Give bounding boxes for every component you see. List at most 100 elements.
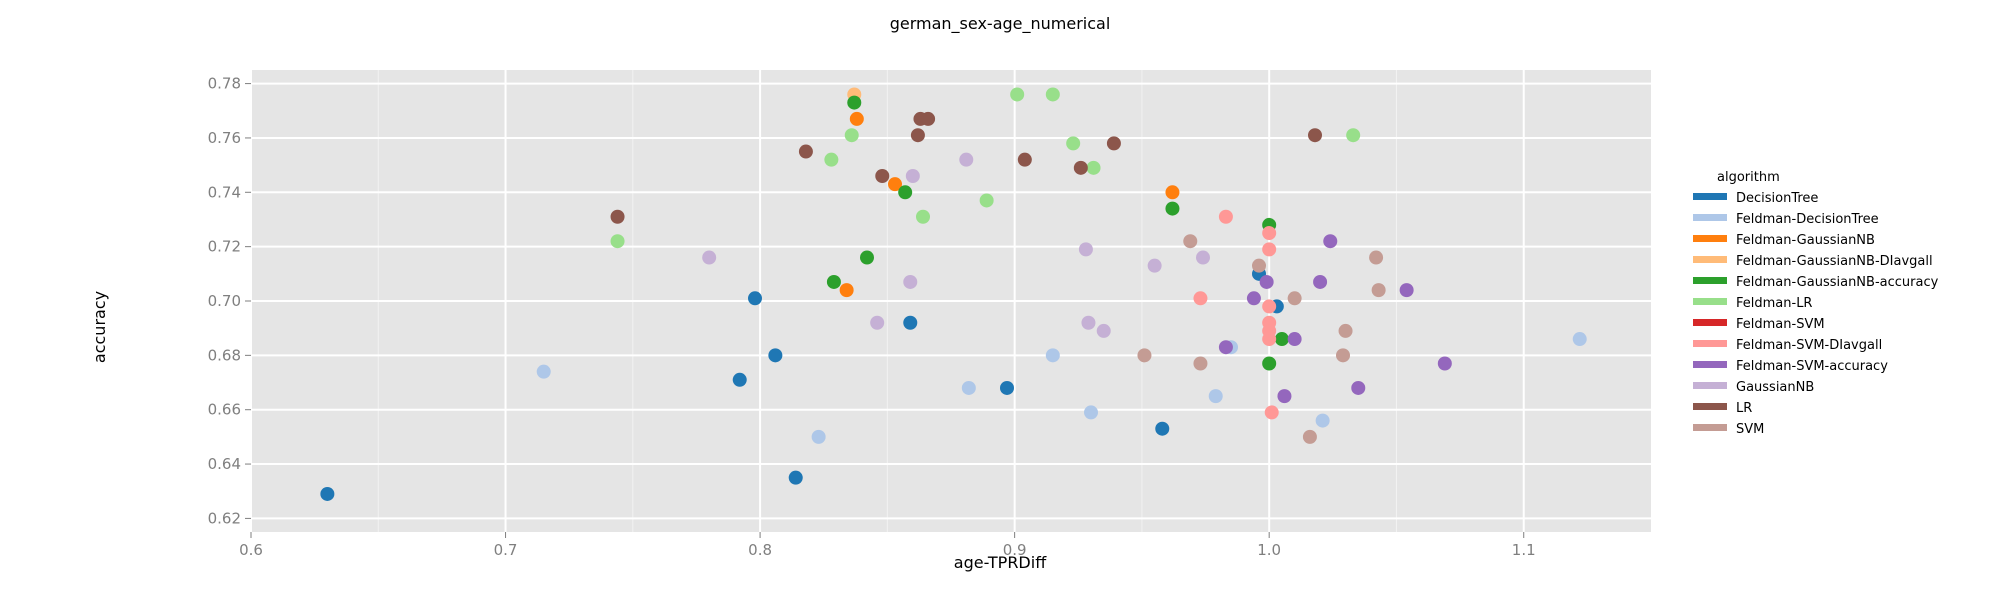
legend-label: Feldman-SVM (1736, 317, 1825, 332)
data-point (1165, 201, 1180, 216)
data-point (1264, 405, 1279, 420)
data-point (875, 168, 890, 183)
data-point (1277, 389, 1292, 404)
y-tick-label: 0.66 (208, 401, 241, 419)
data-point (1262, 332, 1277, 347)
data-point (849, 111, 864, 126)
data-point (1017, 152, 1032, 167)
data-point (1045, 87, 1060, 102)
data-point (1084, 405, 1098, 420)
legend-swatch (1693, 277, 1727, 284)
data-point (1183, 234, 1198, 249)
data-point (826, 274, 841, 289)
x-tick-label: 0.6 (239, 541, 263, 559)
legend-swatch (1693, 382, 1727, 389)
data-point (844, 128, 859, 143)
y-tick-label: 0.78 (208, 75, 241, 93)
data-point (1262, 356, 1277, 371)
legend-swatch (1693, 298, 1727, 305)
x-tick-label: 1.0 (1257, 541, 1281, 559)
data-point (1165, 185, 1180, 200)
legend-label: SVM (1736, 422, 1764, 437)
legend-swatch (1693, 193, 1727, 200)
legend-swatch (1693, 424, 1727, 431)
legend-label: Feldman-SVM-accuracy (1736, 359, 1888, 374)
data-point (1078, 242, 1093, 257)
axis-ticks: 0.6 0.7 0.8 0.9 1.0 1.1 0.62 0.64 0.66 0.68 0.70 0.… (208, 75, 1536, 559)
data-point (1066, 136, 1081, 151)
legend-label: Feldman-GaussianNB (1736, 233, 1875, 248)
legend-label: GaussianNB (1736, 380, 1814, 395)
data-point (860, 250, 874, 265)
legend-swatch (1693, 319, 1727, 326)
data-point (1208, 389, 1223, 404)
x-tick-label: 0.7 (494, 541, 518, 559)
data-point (1262, 299, 1277, 314)
data-point (898, 185, 913, 200)
data-point (1399, 283, 1414, 298)
legend-label: Feldman-DecisionTree (1736, 212, 1879, 227)
data-point (1437, 356, 1452, 371)
data-point (959, 152, 974, 167)
data-point (1196, 250, 1210, 265)
data-point (903, 274, 918, 289)
data-point (1155, 421, 1170, 436)
data-point (732, 372, 747, 387)
data-point (610, 234, 625, 249)
legend-swatch (1693, 256, 1727, 263)
data-point (1262, 226, 1277, 241)
data-point (610, 209, 625, 224)
data-point (1137, 348, 1152, 363)
data-point (903, 315, 918, 330)
data-point (1287, 291, 1302, 306)
y-tick-label: 0.64 (208, 455, 241, 473)
data-point (1274, 332, 1289, 347)
data-point (1073, 160, 1088, 175)
data-point (1000, 380, 1014, 395)
chart-title: german_sex-age_numerical (890, 14, 1111, 34)
x-tick-label: 0.8 (748, 541, 772, 559)
data-point (910, 128, 925, 143)
data-point (979, 193, 994, 208)
data-point (961, 380, 976, 395)
data-point (916, 209, 930, 224)
data-point (921, 111, 936, 126)
data-point (1193, 291, 1208, 306)
data-point (1287, 332, 1302, 347)
data-points (320, 87, 1587, 501)
data-point (847, 95, 862, 110)
data-point (768, 348, 783, 363)
y-tick-label: 0.74 (208, 183, 241, 201)
data-point (1147, 258, 1162, 273)
y-tick-label: 0.76 (208, 129, 241, 147)
x-tick-label: 0.9 (1003, 541, 1027, 559)
legend-label: LR (1736, 401, 1752, 416)
legend-label: Feldman-LR (1736, 296, 1812, 311)
legend-label: Feldman-GaussianNB-DIavgall (1736, 254, 1933, 269)
data-point (811, 429, 826, 444)
data-point (788, 470, 803, 485)
legend-swatch (1693, 361, 1727, 368)
data-point (1336, 348, 1350, 363)
legend: algorithm DecisionTree Feldman-DecisionTr… (1693, 170, 1939, 437)
data-point (1572, 332, 1587, 347)
data-point (320, 486, 335, 501)
data-point (1371, 283, 1386, 298)
data-point (1010, 87, 1025, 102)
data-point (1346, 128, 1361, 143)
y-tick-label: 0.72 (208, 238, 241, 256)
data-point (1193, 356, 1208, 371)
data-point (702, 250, 717, 265)
legend-swatch (1693, 403, 1727, 410)
legend-title: algorithm (1717, 170, 1780, 185)
legend-swatch (1693, 214, 1727, 221)
data-point (798, 144, 813, 159)
data-point (1262, 242, 1277, 257)
x-axis-label: age-TPRDiff (954, 553, 1047, 572)
data-point (1218, 340, 1233, 355)
data-point (1081, 315, 1096, 330)
data-point (748, 291, 762, 306)
data-point (839, 283, 854, 298)
legend-label: DecisionTree (1736, 191, 1818, 206)
